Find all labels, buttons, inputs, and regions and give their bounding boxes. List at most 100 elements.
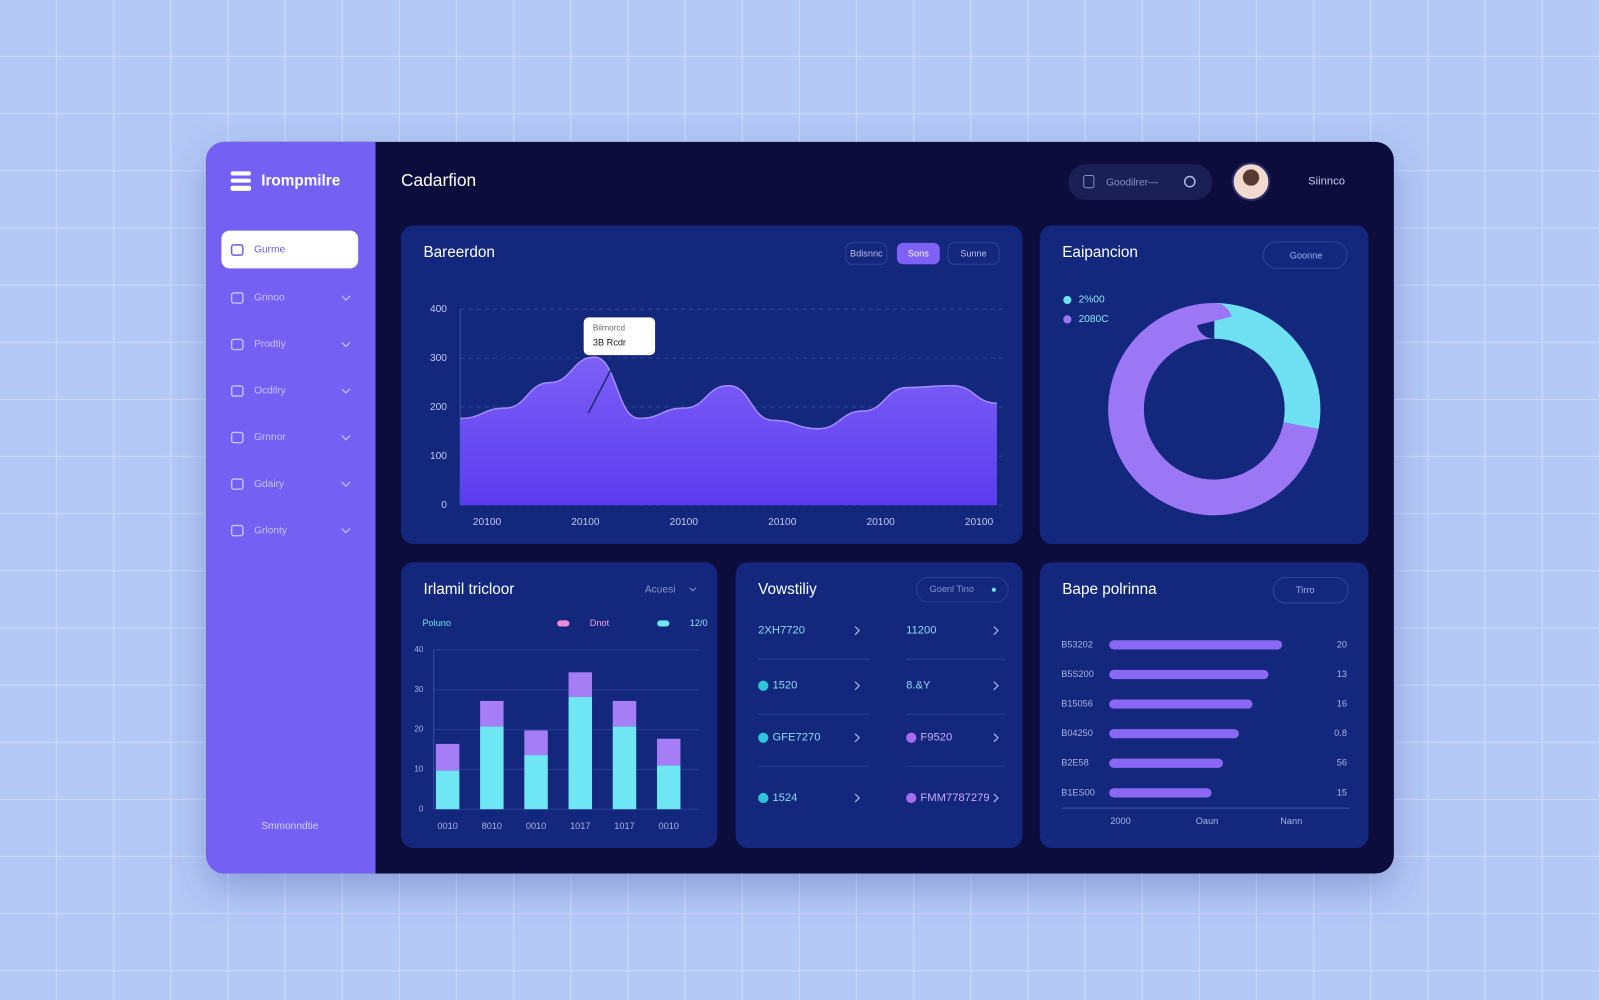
nav-chevron bbox=[341, 295, 351, 301]
item-chevron bbox=[993, 626, 999, 636]
nav-label[interactable]: Grlonty bbox=[254, 525, 288, 536]
nav-label[interactable]: Grinoo bbox=[254, 293, 285, 304]
sidebar bbox=[206, 141, 376, 874]
bar-segment bbox=[480, 726, 504, 810]
bar-segment bbox=[656, 765, 681, 810]
nav-label[interactable]: Prodtiy bbox=[254, 339, 287, 350]
nav-icon bbox=[230, 244, 244, 256]
nav-icon bbox=[230, 385, 244, 397]
y-tick-label: 400 bbox=[430, 304, 447, 315]
annotation-pointer bbox=[587, 356, 619, 414]
search-glass bbox=[1183, 175, 1196, 188]
item-icon bbox=[906, 732, 917, 743]
bar-label: B2E58 bbox=[1061, 758, 1089, 768]
tab-label[interactable]: Sunne bbox=[960, 249, 987, 259]
panel-button[interactable] bbox=[1272, 577, 1349, 604]
bar-segment bbox=[524, 755, 548, 810]
y-tick-label: 20 bbox=[414, 725, 424, 734]
legend-dot bbox=[1063, 295, 1072, 305]
item-chevron bbox=[993, 681, 999, 691]
legend-swatch bbox=[657, 620, 670, 627]
nav-icon bbox=[230, 524, 244, 537]
tab[interactable] bbox=[896, 242, 940, 265]
avatar-hair bbox=[1242, 169, 1260, 186]
bar-segment bbox=[435, 770, 460, 810]
brand-icon bbox=[230, 171, 252, 191]
bar-segment bbox=[568, 696, 593, 810]
nav-chevron bbox=[341, 528, 351, 534]
item-chevron bbox=[854, 733, 861, 743]
y-tick-label: 300 bbox=[430, 353, 447, 364]
x-tick-label: 20100 bbox=[965, 517, 994, 528]
panel-title: Irlamil tricloor bbox=[423, 581, 514, 598]
donut-segment bbox=[1108, 303, 1321, 516]
nav-label[interactable]: Ocdilry bbox=[254, 386, 287, 397]
tooltip bbox=[583, 317, 656, 356]
search-placeholder: Goodilrer— bbox=[1106, 177, 1159, 188]
y-tick-label: 0 bbox=[419, 804, 424, 813]
bar-segment bbox=[568, 672, 593, 697]
tab-label[interactable]: Bdisnnc bbox=[850, 249, 883, 259]
bar-label: B5S200 bbox=[1061, 669, 1094, 679]
panel-title: Eaipancion bbox=[1062, 244, 1138, 261]
bar-label: B1ES00 bbox=[1061, 787, 1095, 797]
list-item[interactable]: 11200 bbox=[906, 625, 936, 637]
y-tick-label: 200 bbox=[430, 402, 447, 413]
nav-chevron bbox=[341, 481, 351, 487]
list-item[interactable]: 1520 bbox=[772, 680, 797, 692]
panel-button-label[interactable]: Goonne bbox=[1290, 251, 1323, 261]
bar bbox=[1109, 758, 1223, 768]
sidebar-footer[interactable]: Smmonndtie bbox=[261, 821, 319, 832]
bar bbox=[1109, 669, 1269, 680]
bar-segment bbox=[612, 700, 637, 727]
y-tick-label: 30 bbox=[414, 685, 424, 694]
side-label: 56 bbox=[1337, 758, 1347, 768]
side-label: 20 bbox=[1337, 639, 1347, 649]
panel-menu[interactable]: Acuesi bbox=[645, 584, 676, 595]
menu-dot bbox=[991, 587, 996, 592]
nav-active[interactable] bbox=[221, 230, 359, 269]
user-name[interactable]: Siinnco bbox=[1308, 176, 1345, 188]
legend-swatch bbox=[557, 620, 570, 627]
y-tick-label: 40 bbox=[414, 645, 424, 654]
x-tick-label: 8010 bbox=[482, 821, 502, 831]
bar-label: B04250 bbox=[1061, 728, 1093, 738]
item-chevron bbox=[854, 626, 861, 636]
list-item[interactable]: FMM7787279 bbox=[920, 792, 989, 804]
list-item[interactable]: 2XH7720 bbox=[758, 625, 805, 637]
panel-title: Vowstiliy bbox=[758, 581, 817, 598]
tab-label[interactable]: Sons bbox=[908, 249, 929, 259]
nav-label[interactable]: Grnnor bbox=[254, 432, 286, 443]
nav-chevron bbox=[341, 435, 351, 441]
tab[interactable] bbox=[947, 242, 1000, 265]
nav-label[interactable]: Gurme bbox=[254, 245, 285, 256]
search-box[interactable] bbox=[1068, 164, 1213, 200]
bar-label: B15056 bbox=[1061, 699, 1093, 709]
bar bbox=[1109, 729, 1239, 739]
list-item[interactable]: 1524 bbox=[772, 792, 797, 804]
x-tick-label: 1017 bbox=[614, 821, 634, 831]
menu-chevron bbox=[689, 587, 697, 592]
bar-segment bbox=[480, 700, 504, 727]
panel-title: Bareerdon bbox=[423, 244, 494, 261]
list-item[interactable]: GFE7270 bbox=[772, 732, 820, 744]
list-item[interactable]: F9520 bbox=[920, 732, 952, 744]
x-tick-label: 20100 bbox=[768, 517, 797, 528]
tooltip-text: 3B Rcdr bbox=[593, 337, 626, 347]
nav-icon bbox=[230, 431, 244, 444]
x-tick-label: Nann bbox=[1280, 816, 1302, 826]
x-tick-label: 20100 bbox=[571, 517, 600, 528]
list-item[interactable]: 8.&Y bbox=[906, 680, 931, 692]
y-tick-label: 100 bbox=[430, 451, 447, 462]
tab[interactable] bbox=[845, 242, 888, 265]
nav-label[interactable]: Gdairy bbox=[254, 479, 285, 490]
item-icon bbox=[758, 680, 769, 691]
x-tick-label: Oaun bbox=[1196, 816, 1218, 826]
panel-button-label[interactable]: Tirro bbox=[1296, 585, 1315, 595]
panel-menu[interactable]: Goenl Tino bbox=[930, 584, 974, 594]
panel-button[interactable] bbox=[1262, 241, 1348, 269]
x-tick-label: 20100 bbox=[473, 517, 502, 528]
panel-menu-box[interactable] bbox=[915, 577, 1009, 603]
bar-segment bbox=[612, 726, 637, 810]
panel bbox=[735, 562, 1023, 848]
